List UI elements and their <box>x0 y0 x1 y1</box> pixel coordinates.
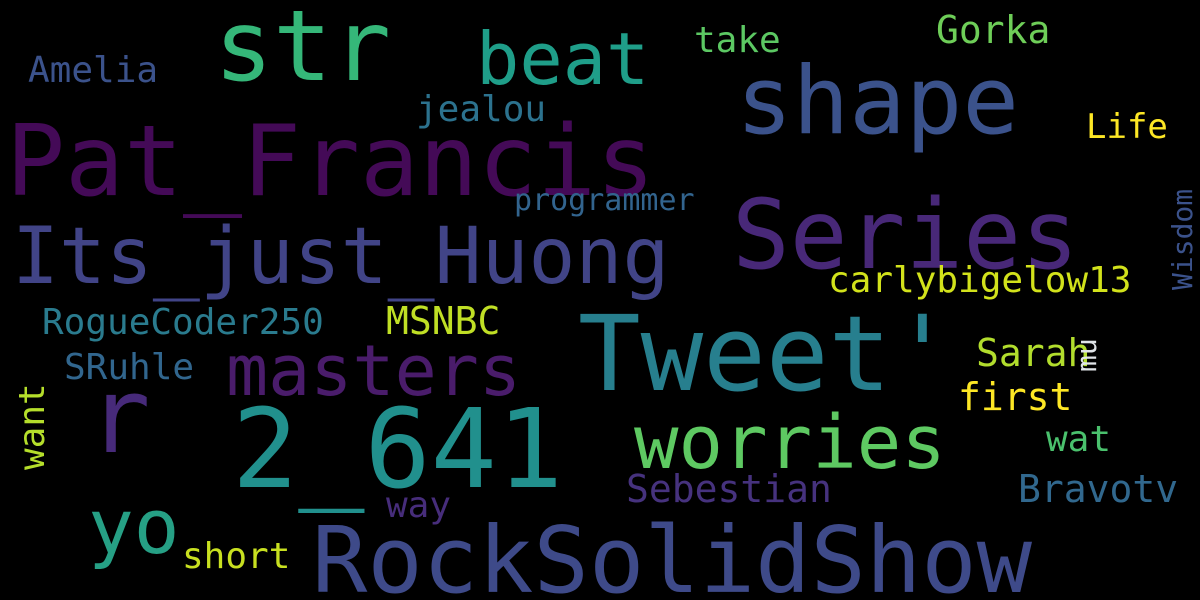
word-series: Series <box>732 179 1079 291</box>
word-its-just-huong: Its_just_Huong <box>12 212 669 302</box>
word-jealou: jealou <box>416 89 546 130</box>
word-pat-francis: Pat_Francis <box>6 105 655 219</box>
word-programmer: programmer <box>514 183 695 218</box>
word-shape: shape <box>736 47 1019 156</box>
word-roguecoder250: RogueCoder250 <box>42 302 324 343</box>
word-take: take <box>694 20 781 61</box>
word-carlybigelow13: carlybigelow13 <box>828 260 1131 301</box>
word-life: Life <box>1086 107 1168 147</box>
word-way: way <box>386 485 451 526</box>
word-masters: masters <box>226 330 521 412</box>
word-sarah: Sarah <box>976 331 1090 375</box>
word-tweet: Tweet' <box>578 293 954 415</box>
word-want: want <box>12 383 53 470</box>
word-gorka: Gorka <box>936 8 1050 52</box>
word-worries: worries <box>634 400 946 486</box>
word-beat: beat <box>476 17 649 101</box>
word-sebestian: Sebestian <box>626 467 832 511</box>
word-r: r <box>88 355 151 477</box>
word-msnbc: MSNBC <box>386 299 500 343</box>
word-2-641: 2_641 <box>232 385 563 513</box>
word-amelia: Amelia <box>28 50 158 91</box>
word-wat: wat <box>1046 419 1111 460</box>
word-wisdom: Wisdom <box>1166 189 1199 290</box>
word-first: first <box>958 375 1072 419</box>
word-short: short <box>182 536 290 577</box>
word-sruhle: SRuhle <box>64 347 194 388</box>
word-str: str <box>214 0 391 104</box>
word-yo: yo <box>88 482 180 571</box>
word-mu: mu <box>1070 338 1103 372</box>
word-rocksolidshow: RockSolidShow <box>312 507 1033 600</box>
word-bravotv: Bravotv <box>1018 467 1178 511</box>
